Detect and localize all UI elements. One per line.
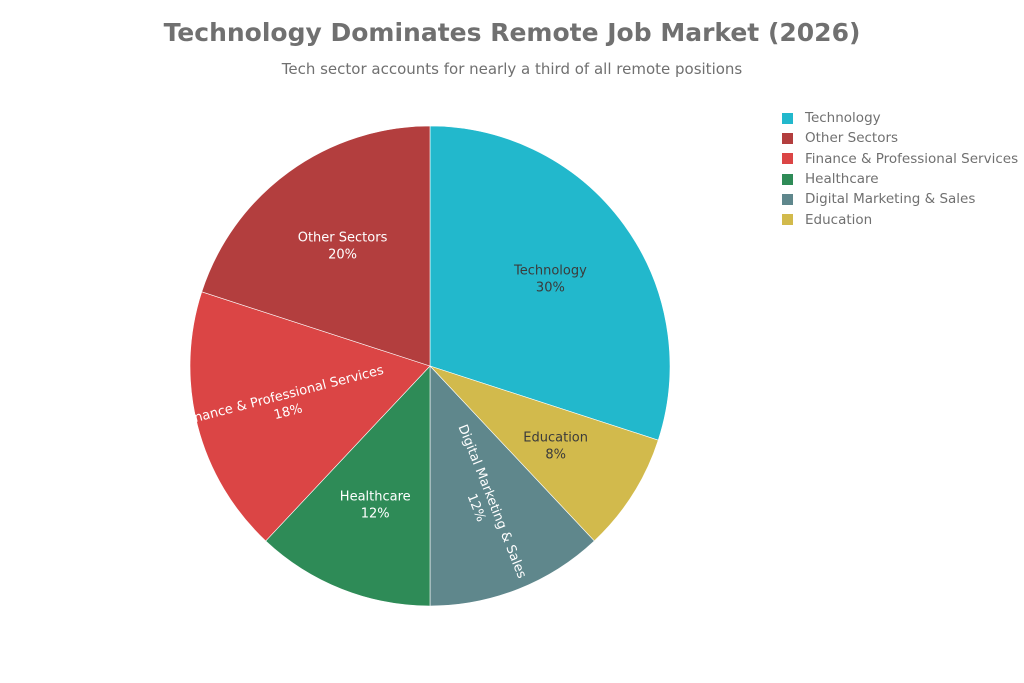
legend-item-digital-marketing-and-sales[interactable]: Digital Marketing & Sales [782, 189, 1018, 209]
legend-item-other-sectors[interactable]: Other Sectors [782, 128, 1018, 148]
chart-title: Technology Dominates Remote Job Market (… [163, 18, 861, 47]
legend-item-healthcare[interactable]: Healthcare [782, 169, 1018, 189]
pie-label-education: Education 8% [523, 431, 588, 463]
pie-label-value: 30% [536, 281, 565, 296]
legend-item-finance-and-professional-services[interactable]: Finance & Professional Services [782, 149, 1018, 169]
pie-label-name: Technology [513, 264, 587, 279]
pie-slice-other-sectors [201, 125, 431, 367]
legend-swatch [782, 173, 793, 185]
legend-swatch [782, 193, 793, 205]
pie-label-value: 8% [545, 448, 566, 463]
pie-label-value: 12% [361, 506, 390, 521]
pie-label-value: 20% [328, 248, 357, 263]
legend-label: Other Sectors [805, 130, 899, 147]
pie-label-value: 18% [272, 401, 304, 423]
pie-slice-finance-and-professional-services [189, 291, 431, 542]
legend-item-education[interactable]: Education [782, 209, 1018, 229]
pie-label-healthcare: Healthcare 12% [340, 489, 411, 521]
pie-slice-healthcare [265, 365, 431, 607]
legend-label: Education [805, 211, 873, 228]
legend-swatch [782, 153, 793, 165]
chart-legend: Technology Other Sectors Finance & Profess… [782, 108, 1018, 230]
pie-label-other-sectors: Other Sectors 20% [298, 231, 388, 263]
legend-item-technology[interactable]: Technology [782, 108, 1018, 128]
pie-slice-technology [429, 125, 671, 441]
pie-label-technology: Technology 30% [513, 264, 587, 296]
legend-swatch [782, 132, 793, 144]
legend-label: Digital Marketing & Sales [805, 191, 976, 208]
legend-label: Finance & Professional Services [805, 150, 1019, 167]
chart-subtitle: Tech sector accounts for nearly a third … [281, 60, 743, 78]
pie-label-name: Healthcare [340, 489, 411, 504]
legend-label: Healthcare [805, 171, 879, 188]
pie-label-name: Education [523, 431, 588, 446]
pie-label-name: Other Sectors [298, 231, 388, 246]
legend-label: Technology [805, 110, 881, 127]
pie-slice-education [429, 365, 659, 542]
pie-slice-digital-marketing-and-sales [429, 365, 595, 607]
legend-swatch [782, 214, 793, 226]
legend-swatch [782, 112, 793, 124]
